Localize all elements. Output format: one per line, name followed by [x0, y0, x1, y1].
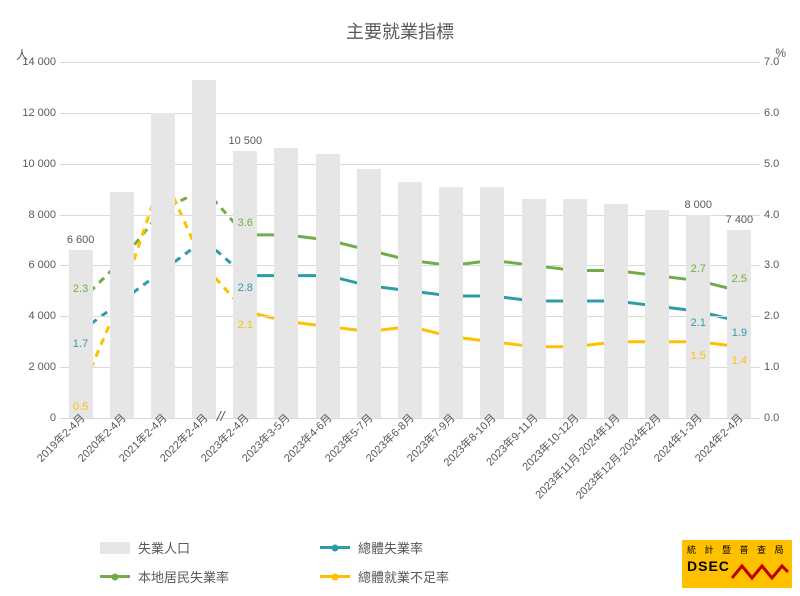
y-right-tick: 0.0 [764, 412, 794, 424]
y-left-tick: 14 000 [12, 56, 56, 68]
employment-chart: 主要就業指標 人 % 02 0004 0006 0008 00010 00012… [0, 0, 800, 596]
legend-item-total-unemp: 總體失業率 [320, 538, 500, 557]
bar [69, 250, 93, 418]
bar [192, 80, 216, 418]
series-value-label: 1.4 [732, 355, 747, 367]
legend-swatch-line [100, 575, 130, 578]
series-value-label: 2.3 [73, 283, 88, 295]
legend-item-bars: 失業人口 [100, 538, 280, 557]
plot-area: 02 0004 0006 0008 00010 00012 00014 0000… [60, 62, 760, 418]
legend-label: 總體失業率 [358, 538, 423, 557]
y-left-tick: 10 000 [12, 158, 56, 170]
logo-zigzag-icon [730, 558, 790, 586]
bar [357, 169, 381, 418]
series-value-label: 1.9 [732, 327, 747, 339]
y-right-tick: 2.0 [764, 310, 794, 322]
bar [398, 182, 422, 418]
series-value-label: 1.7 [73, 338, 88, 350]
grid-line [60, 62, 760, 63]
dsec-logo: 統 計 暨 普 查 局 DSEC [682, 540, 792, 588]
legend-swatch-line [320, 575, 350, 578]
y-left-tick: 0 [12, 412, 56, 424]
chart-title: 主要就業指標 [0, 18, 800, 44]
y-right-tick: 5.0 [764, 158, 794, 170]
bar-value-label: 8 000 [684, 199, 712, 211]
bar-value-label: 7 400 [726, 214, 754, 226]
y-right-tick: 3.0 [764, 259, 794, 271]
y-right-tick: 7.0 [764, 56, 794, 68]
series-value-label: 2.1 [238, 319, 253, 331]
series-value-label: 2.8 [238, 282, 253, 294]
series-value-label: 2.5 [732, 273, 747, 285]
bar [151, 113, 175, 418]
legend-label: 本地居民失業率 [138, 567, 229, 586]
bar [604, 204, 628, 418]
y-left-tick: 6 000 [12, 259, 56, 271]
bar [563, 199, 587, 418]
legend-swatch-bar [100, 542, 130, 554]
series-value-label: 3.6 [238, 217, 253, 229]
logo-zh: 統 計 暨 普 查 局 [687, 543, 787, 556]
bar [727, 230, 751, 418]
legend-item-local-unemp: 本地居民失業率 [100, 567, 280, 586]
y-right-tick: 1.0 [764, 361, 794, 373]
bar-value-label: 10 500 [228, 135, 262, 147]
series-value-label: 2.1 [691, 317, 706, 329]
bar [439, 187, 463, 418]
y-left-tick: 12 000 [12, 107, 56, 119]
bar [522, 199, 546, 418]
legend-label: 總體就業不足率 [358, 567, 449, 586]
bar-value-label: 6 600 [67, 234, 95, 246]
bar [110, 192, 134, 418]
bar [480, 187, 504, 418]
legend: 失業人口 總體失業率 本地居民失業率 總體就業不足率 [100, 538, 580, 586]
legend-item-underemp: 總體就業不足率 [320, 567, 500, 586]
legend-label: 失業人口 [138, 538, 190, 557]
y-right-tick: 6.0 [764, 107, 794, 119]
series-value-label: 1.5 [691, 350, 706, 362]
series-value-label: 2.7 [691, 263, 706, 275]
y-right-tick: 4.0 [764, 209, 794, 221]
bar [645, 210, 669, 419]
axis-break-icon: // [217, 408, 225, 424]
y-left-tick: 8 000 [12, 209, 56, 221]
y-left-tick: 4 000 [12, 310, 56, 322]
bar [274, 148, 298, 418]
bar [316, 154, 340, 418]
series-value-label: 0.5 [73, 401, 88, 413]
y-left-tick: 2 000 [12, 361, 56, 373]
legend-swatch-line [320, 546, 350, 549]
